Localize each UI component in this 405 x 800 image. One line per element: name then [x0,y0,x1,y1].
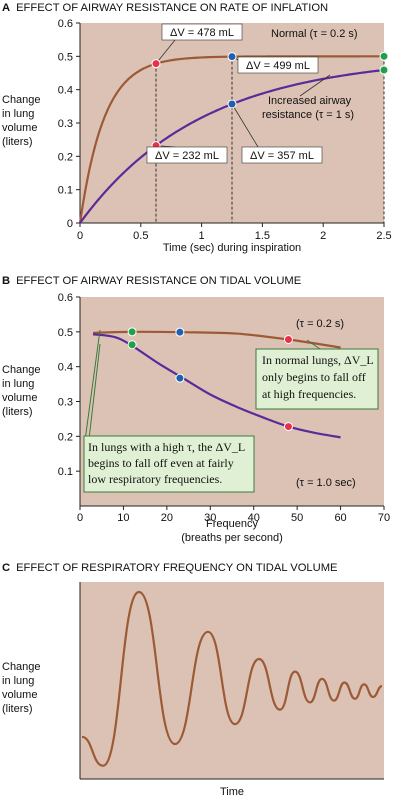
panel-b-ytick-label: 0.4 [58,362,73,374]
panel-b-ylabel-1: Change [2,364,41,376]
panel-b-marker [175,327,185,337]
panel-b-marker [283,334,293,344]
panel-a-label-232: ΔV = 232 mL [146,146,228,164]
panel-c-title: EFFECT OF RESPIRATORY FREQUENCY ON TIDAL… [16,562,337,574]
panel-b-xtick-label: 30 [204,512,216,524]
panel-b-title: EFFECT OF AIRWAY RESISTANCE ON TIDAL VOL… [16,275,301,287]
panel-c-letter: C [2,562,10,574]
panel-a-ytick-label: 0.6 [58,18,73,30]
panel-a-legend-leader [299,74,331,97]
panel-b-xtick-label: 70 [378,512,390,524]
svg-text:In normal lungs, ΔV_L: In normal lungs, ΔV_L [262,353,374,367]
panel-b-callout-normal: In normal lungs, ΔV_L only begins to fal… [255,348,379,410]
svg-text:ΔV = 232 mL: ΔV = 232 mL [155,150,219,162]
panel-b: B EFFECT OF AIRWAY RESISTANCE ON TIDAL VO… [2,275,390,544]
panel-b-resistance-curve [92,333,341,439]
panel-c: C EFFECT OF RESPIRATORY FREQUENCY ON TIDA… [2,562,384,798]
panel-b-ytick-label: 0.2 [58,431,73,443]
panel-a-ytick-label: 0.4 [58,85,73,97]
panel-a-xlabel: Time (sec) during inspiration [163,242,301,254]
panel-a-marker [227,99,237,109]
panel-b-marker [283,422,293,432]
panel-a-ylabel-4: (liters) [2,136,33,148]
panel-a-label-357: ΔV = 357 mL [241,146,323,164]
panel-b-legend-normal: (τ = 0.2 s) [296,318,344,330]
panel-a-letter: A [2,2,10,14]
panel-b-ytick-label: 0.3 [58,397,73,409]
panel-a-xtick-label: 0.5 [133,230,148,242]
panel-a-label-499: ΔV = 499 mL [237,56,319,74]
svg-text:ΔV = 478 mL: ΔV = 478 mL [170,27,234,39]
panel-a-ytick-label: 0.3 [58,118,73,130]
panel-b-xlabel-1: Frequency [206,518,258,530]
panel-b-legend-resist: (τ = 1.0 sec) [296,477,356,489]
svg-text:only begins to fall off: only begins to fall off [262,370,366,384]
panel-a-xtick-label: 1 [199,230,205,242]
panel-b-xtick-label: 50 [291,512,303,524]
svg-text:at high frequencies.: at high frequencies. [262,387,356,401]
panel-b-xtick-label: 60 [334,512,346,524]
panel-b-xlabel-2: (breaths per second) [181,532,283,544]
svg-text:begins to fall off even at fai: begins to fall off even at fairly [88,456,234,470]
panel-b-xtick-label: 10 [117,512,129,524]
panel-a-xtick-label: 2.5 [376,230,391,242]
panel-b-callout-high-tau: In lungs with a high τ, the ΔV_L begins … [83,435,255,493]
panel-b-ylabel-4: (liters) [2,406,33,418]
panel-b-xtick-label: 20 [161,512,173,524]
panel-a-label-478: ΔV = 478 mL [161,23,243,41]
panel-a-marker [379,65,389,75]
panel-c-ylabel-3: volume [2,689,37,701]
panel-a-ylabel-3: volume [2,122,37,134]
panel-a-xtick-label: 2 [320,230,326,242]
panel-a-xtick-label: 1.5 [255,230,270,242]
panel-a-title: EFFECT OF AIRWAY RESISTANCE ON RATE OF I… [16,2,328,14]
svg-text:ΔV = 499 mL: ΔV = 499 mL [246,60,310,72]
panel-a-leader-line [231,103,259,148]
panel-b-marker [127,340,137,350]
panel-c-plot-area [80,582,384,779]
panel-b-ytick-label: 0.1 [58,466,73,478]
panel-a-ylabel-2: in lung [2,108,34,120]
panel-a-ytick-label: 0.2 [58,151,73,163]
panel-a: A EFFECT OF AIRWAY RESISTANCE ON RATE OF … [2,2,392,254]
panel-a-ytick-label: 0.1 [58,185,73,197]
panel-c-ylabel-4: (liters) [2,703,33,715]
panel-a-legend-resist-2: resistance (τ = 1 s) [262,109,354,121]
panel-b-ylabel-3: volume [2,392,37,404]
panel-b-xtick-label: 0 [77,512,83,524]
panel-b-letter: B [2,275,10,287]
svg-text:low respiratory frequencies.: low respiratory frequencies. [88,472,222,486]
panel-b-ytick-label: 0.6 [58,292,73,304]
panel-b-ytick-label: 0.5 [58,327,73,339]
panel-c-ylabel-1: Change [2,661,41,673]
svg-text:ΔV = 357 mL: ΔV = 357 mL [250,150,314,162]
svg-text:In lungs with a high τ, the ΔV: In lungs with a high τ, the ΔV_L [88,440,245,454]
panel-a-ytick-label: 0.5 [58,51,73,63]
panel-c-oscillation-curve [81,590,383,767]
panel-a-ylabel-1: Change [2,94,41,106]
panel-c-ylabel-2: in lung [2,675,34,687]
panel-a-marker [379,51,389,61]
panel-b-marker [127,327,137,337]
panel-b-xtick-label: 40 [248,512,260,524]
panel-b-marker [175,373,185,383]
panel-c-xlabel: Time [220,786,244,798]
panel-a-legend-normal: Normal (τ = 0.2 s) [271,28,358,40]
panel-a-marker [227,52,237,62]
panel-a-xtick-label: 0 [77,230,83,242]
panel-b-ylabel-2: in lung [2,378,34,390]
panel-b-callout-leaders [83,329,321,449]
panel-a-legend-resist-1: Increased airway [268,95,352,107]
panel-a-leader-line [155,39,176,64]
panel-a-marker [151,59,161,69]
panel-a-ytick-label: 0 [67,218,73,230]
